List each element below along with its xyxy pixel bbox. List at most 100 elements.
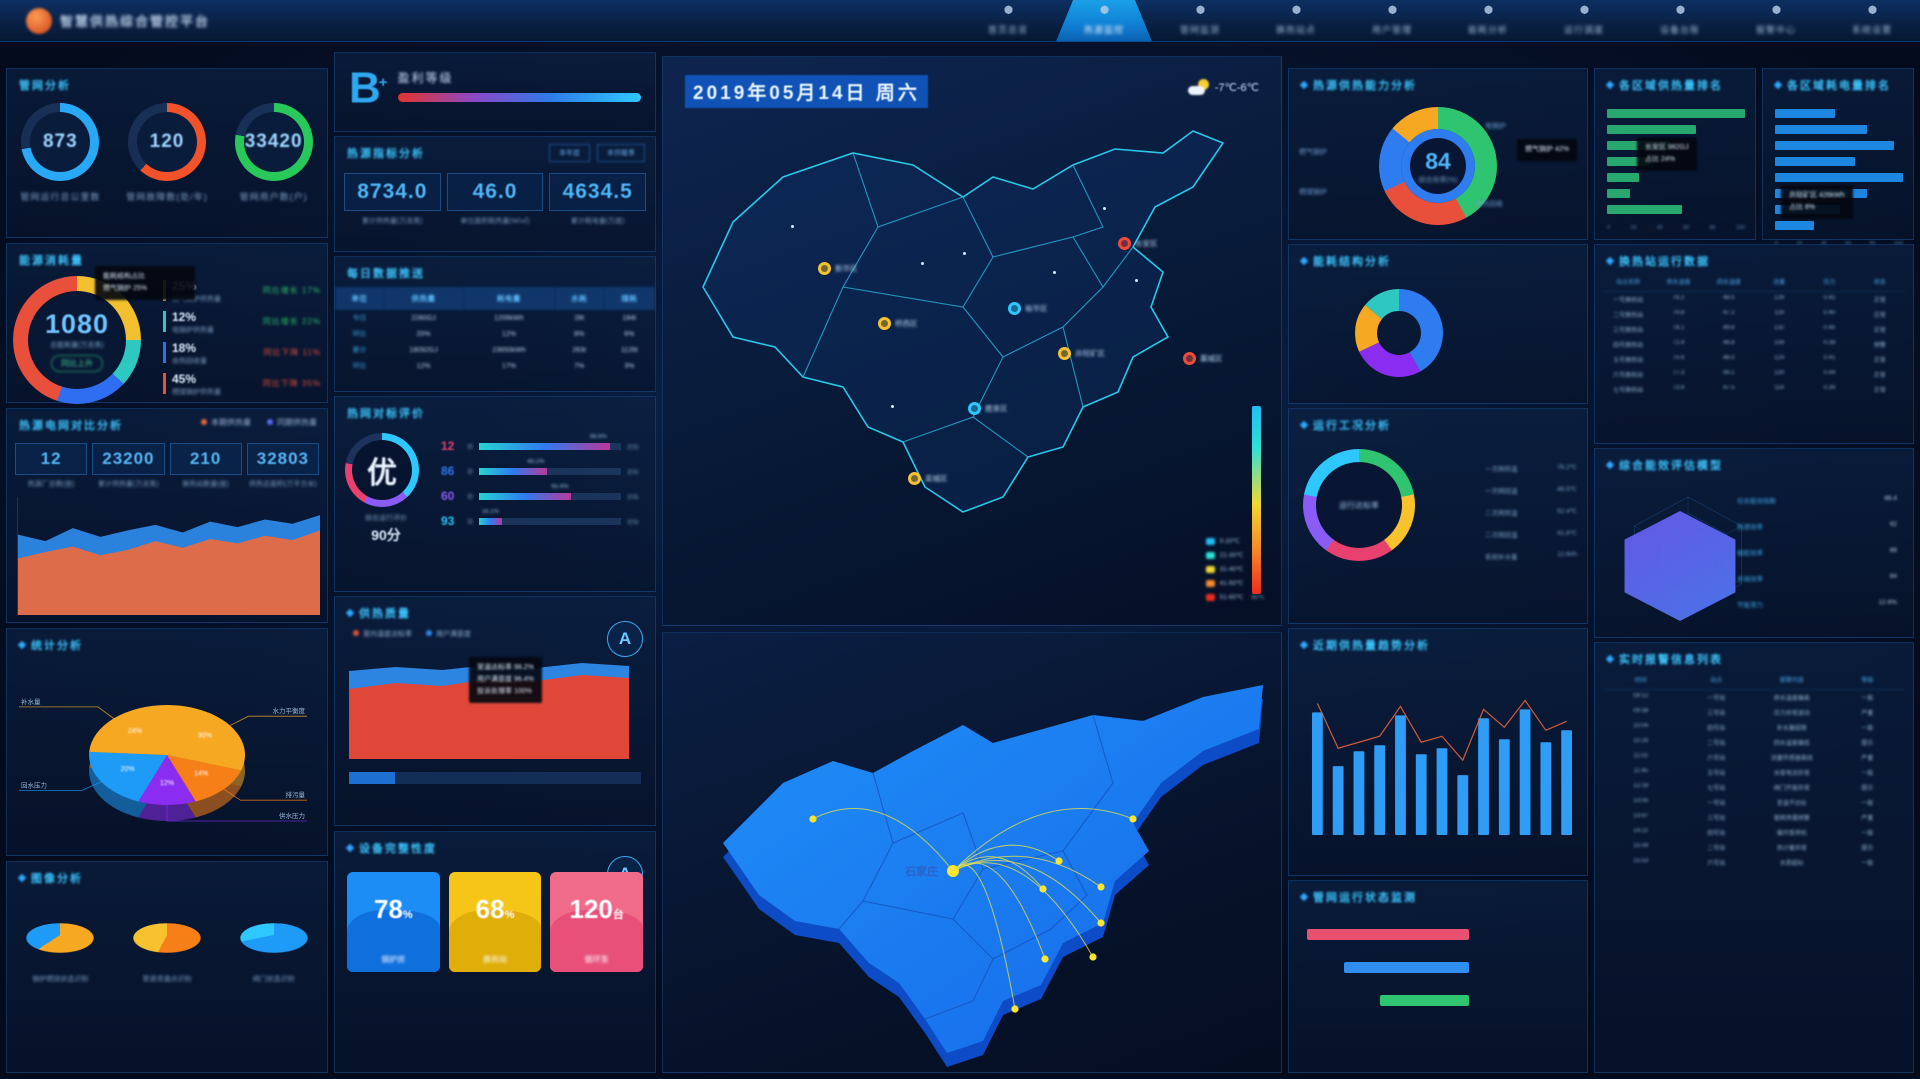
table-row[interactable]: 09:12 一号站 供水温度偏高 一般 [1603,690,1905,705]
table-row[interactable]: 环比 12% 17% 7% 3% [335,358,655,374]
trend-bar-8[interactable] [1478,718,1489,835]
table-row[interactable]: 11:02 六号站 流量传感器离线 严重 [1603,750,1905,765]
structure-slice-1[interactable] [1359,342,1421,377]
table-row[interactable]: 四号换热站 72.4 46.8 108 0.38 预警 [1603,337,1905,352]
heat-tag-1[interactable]: 本供暖季 [597,144,645,162]
pie-slice-4[interactable] [89,705,167,755]
table-row[interactable]: 二号换热站 74.8 47.2 118 0.40 正常 [1603,307,1905,322]
pie-3d-chart[interactable]: 30% 水力平衡度 14% 排污量 12% 供水压力 20% 回水压力 24% 补水量 [7,657,327,853]
h-bar-3[interactable] [1607,157,1651,166]
table-row[interactable]: 09:38 三号站 压力异常波动 严重 [1603,705,1905,720]
eval-bar-row-1[interactable]: 86 项 48.2% 达标 [441,459,649,479]
table-row[interactable]: 一号换热站 76.2 48.5 126 0.42 正常 [1603,292,1905,307]
map-marker-0[interactable]: 新华区 [818,262,858,275]
nav-item-6[interactable]: 运行调度 [1536,0,1632,42]
map-marker-1[interactable]: 裕华区 [1008,302,1048,315]
table-row[interactable]: 累计 18092GJ 23650kWh 263t 1126t [335,342,655,358]
quality-grade-badge[interactable]: A [607,621,643,657]
pie-slice-0[interactable] [167,705,245,771]
map-marker-4[interactable]: 井陉矿区 [1058,347,1105,360]
h-bar-0[interactable] [1775,109,1835,118]
nav-item-5[interactable]: 能耗分析 [1440,0,1536,42]
table-row[interactable]: 10:26 二号站 回水温度偏低 提示 [1603,735,1905,750]
nav-item-1[interactable]: 热源监控 [1056,0,1152,42]
trend-bar-5[interactable] [1415,754,1427,835]
map-marker-2[interactable]: 长安区 [1118,237,1158,250]
nav-item-4[interactable]: 用户管理 [1344,0,1440,42]
dispatch-map-svg[interactable]: 石家庄 [663,633,1283,1074]
status-bar-0[interactable] [1307,929,1569,940]
gauge-1[interactable]: 120 管网故障数(处/年) [119,103,215,203]
table-row[interactable]: 15:09 二号站 热计量异常 提示 [1603,840,1905,855]
h-bar-1[interactable] [1775,125,1868,134]
structure-slice-2[interactable] [1355,304,1383,352]
h-bar-2[interactable] [1775,141,1895,150]
trend-bar-3[interactable] [1374,745,1386,835]
rating-ring[interactable]: 优 综合运行评价 90分 [345,433,427,545]
nav-item-3[interactable]: 换热站点 [1248,0,1344,42]
status-bar-1[interactable] [1307,962,1569,973]
pie-slice-2[interactable] [138,755,196,805]
heat-trend-chart[interactable] [1307,665,1577,855]
h-bar-0[interactable] [1607,109,1745,118]
panel-dispatch-map-3d[interactable]: 石家庄 [662,632,1282,1073]
table-row[interactable]: 13:05 一号站 室温不达标 一般 [1603,795,1905,810]
map-marker-5[interactable]: 藁城区 [1183,352,1223,365]
eval-bar-row-3[interactable]: 93 项 16.1% 达标 [441,509,649,529]
gauge-2[interactable]: 33420 管网用户数(户) [226,103,322,203]
h-bar-1[interactable] [1607,125,1697,134]
h-bar-7[interactable] [1775,221,1814,230]
structure-slice-0[interactable] [1399,289,1443,372]
device-card-0[interactable]: 78% 锅炉房 [347,872,440,972]
eval-bar-row-2[interactable]: 60 项 65.4% 达标 [441,484,649,504]
table-row[interactable]: 三号换热站 78.1 49.6 132 0.45 正常 [1603,322,1905,337]
table-row[interactable]: 10:04 四号站 补水量超限 一般 [1603,720,1905,735]
trend-bar-12[interactable] [1561,730,1573,835]
table-row[interactable]: 六号换热站 77.3 49.1 130 0.44 正常 [1603,367,1905,382]
device-card-1[interactable]: 68% 换热站 [448,872,542,972]
trend-bar-11[interactable] [1540,742,1552,835]
image-pie-1[interactable]: 管道泄漏点识别 [121,912,213,984]
table-row[interactable]: 15:53 六号站 水质超标 一般 [1603,855,1905,870]
table-row[interactable]: 14:22 四号站 循环泵停机 一般 [1603,825,1905,840]
trend-bar-9[interactable] [1498,739,1510,835]
map-marker-3[interactable]: 桥西区 [878,317,918,330]
pie-slice-3[interactable] [89,751,167,802]
trend-bar-2[interactable] [1353,751,1365,835]
trend-bar-1[interactable] [1332,766,1344,835]
trend-bar-10[interactable] [1519,709,1531,835]
condition-ring-chart[interactable]: 运行达标率 [1303,449,1415,561]
h-bar-5[interactable] [1607,189,1630,198]
nav-item-0[interactable]: 首页总览 [960,0,1056,42]
trend-bar-6[interactable] [1436,748,1448,835]
table-row[interactable]: 11:45 五号站 水泵电流异常 一般 [1603,765,1905,780]
gauge-0[interactable]: 873 管网运行总公里数 [12,103,108,203]
panel-region-map[interactable]: 2019年05月14日 周六 -7℃-6℃ 新华区 裕华区 长安区 桥西区 井陉矿区 藁城… [662,56,1282,626]
quality-scrollbar[interactable] [349,772,641,784]
trend-bar-7[interactable] [1457,775,1469,835]
h-bar-6[interactable] [1607,205,1682,214]
image-pie-2[interactable]: 阀门状态识别 [228,912,320,984]
eval-bar-row-0[interactable]: 12 项 98.6% 达标 [441,434,649,454]
device-card-2[interactable]: 120台 循环泵 [550,872,644,972]
structure-slice-3[interactable] [1365,289,1399,319]
table-row[interactable]: 今日 2280GJ 1206kWh 28t 184t [335,310,655,326]
map-marker-7[interactable]: 栾城区 [908,472,948,485]
h-bar-4[interactable] [1607,173,1639,182]
nav-item-2[interactable]: 管网监测 [1152,0,1248,42]
energy-structure-pie[interactable] [1289,275,1589,395]
table-row[interactable]: 五号换热站 75.6 48.0 124 0.41 正常 [1603,352,1905,367]
nav-item-7[interactable]: 设备台账 [1632,0,1728,42]
h-bar-4[interactable] [1775,173,1903,182]
image-pie-0[interactable]: 锅炉燃烧状态识别 [14,912,106,984]
table-row[interactable]: 七号换热站 73.9 47.5 114 0.39 正常 [1603,382,1905,397]
table-row[interactable]: 13:47 三号站 管网泄漏预警 严重 [1603,810,1905,825]
pie-slice-1[interactable] [167,755,242,802]
h-bar-3[interactable] [1775,157,1856,166]
status-bar-2[interactable] [1307,995,1569,1006]
trend-bar-0[interactable] [1311,712,1323,835]
comparison-area-chart[interactable] [17,497,320,615]
map-marker-6[interactable]: 鹿泉区 [968,402,1008,415]
quality-area-chart[interactable] [349,649,629,759]
capacity-donut-chart[interactable]: 84 综合效率(%) [1379,107,1497,225]
